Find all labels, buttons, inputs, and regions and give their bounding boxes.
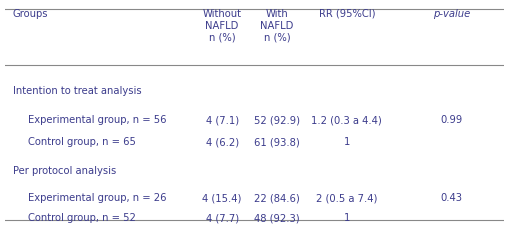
Text: 4 (6.2): 4 (6.2) [206,137,239,147]
Text: Groups: Groups [13,9,48,19]
Text: With
NAFLD
n (%): With NAFLD n (%) [260,9,294,42]
Text: 1.2 (0.3 a 4.4): 1.2 (0.3 a 4.4) [312,115,382,125]
Text: Without
NAFLD
n (%): Without NAFLD n (%) [203,9,242,42]
Text: Control group, n = 65: Control group, n = 65 [27,137,135,147]
Text: 1: 1 [344,213,350,223]
Text: Control group, n = 52: Control group, n = 52 [27,213,135,223]
Text: Experimental group, n = 26: Experimental group, n = 26 [27,193,166,203]
Text: 48 (92.3): 48 (92.3) [254,213,300,223]
Text: 1: 1 [344,137,350,147]
Text: p-value: p-value [433,9,470,19]
Text: 4 (15.4): 4 (15.4) [203,193,242,203]
Text: 52 (92.9): 52 (92.9) [254,115,300,125]
Text: 0.99: 0.99 [440,115,463,125]
Text: 22 (84.6): 22 (84.6) [254,193,300,203]
Text: 2 (0.5 a 7.4): 2 (0.5 a 7.4) [316,193,378,203]
Text: Per protocol analysis: Per protocol analysis [13,166,116,176]
Text: 4 (7.7): 4 (7.7) [206,213,239,223]
Text: Experimental group, n = 56: Experimental group, n = 56 [27,115,166,125]
Text: 61 (93.8): 61 (93.8) [254,137,300,147]
Text: 4 (7.1): 4 (7.1) [206,115,239,125]
Text: Intention to treat analysis: Intention to treat analysis [13,86,141,96]
Text: RR (95%CI): RR (95%CI) [319,9,375,19]
Text: 0.43: 0.43 [440,193,463,203]
